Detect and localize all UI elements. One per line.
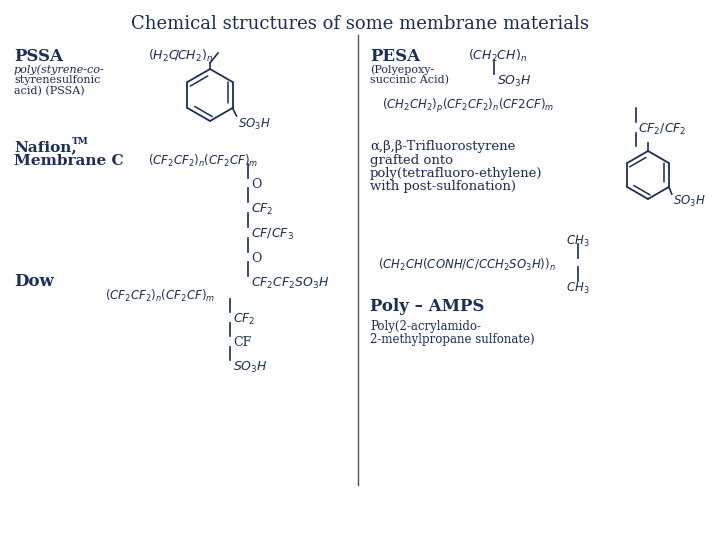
Text: $SO_3H$: $SO_3H$	[672, 194, 706, 209]
Text: α,β,β-Trifluorostyrene: α,β,β-Trifluorostyrene	[370, 140, 516, 153]
Text: PESA: PESA	[370, 48, 420, 65]
Text: $CF_2\mathsf{/}CF_2$: $CF_2\mathsf{/}CF_2$	[638, 122, 687, 137]
Text: with post-sulfonation): with post-sulfonation)	[370, 180, 516, 193]
Text: $(CF_2CF_2)_n(CF_2CF)_m$: $(CF_2CF_2)_n(CF_2CF)_m$	[148, 153, 258, 169]
Text: $CH_3$: $CH_3$	[566, 281, 590, 296]
Text: acid) (PSSA): acid) (PSSA)	[14, 86, 85, 96]
Text: poly(styrene-co-: poly(styrene-co-	[14, 64, 104, 75]
Text: $CF\mathsf{/}CF_3$: $CF\mathsf{/}CF_3$	[251, 227, 294, 242]
Text: succinic Acid): succinic Acid)	[370, 75, 449, 85]
Text: grafted onto: grafted onto	[370, 154, 453, 167]
Text: styrenesulfonic: styrenesulfonic	[14, 75, 101, 85]
Text: Dow: Dow	[14, 273, 54, 290]
Text: poly(tetrafluoro-ethylene): poly(tetrafluoro-ethylene)	[370, 167, 542, 180]
Text: TM: TM	[72, 137, 89, 146]
Text: Poly(2-acrylamido-: Poly(2-acrylamido-	[370, 320, 481, 333]
Text: $(H_2C\!\mathsf{/}\!CH_2)_n$: $(H_2C\!\mathsf{/}\!CH_2)_n$	[148, 48, 213, 64]
Text: $SO_3H$: $SO_3H$	[238, 117, 270, 132]
Text: O: O	[251, 178, 261, 191]
Text: $(CH_2CH)_n$: $(CH_2CH)_n$	[468, 48, 527, 64]
Text: $CF_2$: $CF_2$	[233, 312, 256, 327]
Text: O: O	[251, 252, 261, 265]
Text: $CF_2$: $CF_2$	[251, 202, 274, 217]
Text: Membrane C: Membrane C	[14, 154, 124, 168]
Text: 2-methylpropane sulfonate): 2-methylpropane sulfonate)	[370, 333, 535, 346]
Text: $(CH_2CH(CONH\mathsf{/}C\mathsf{/}CCH_2SO_3H))_n$: $(CH_2CH(CONH\mathsf{/}C\mathsf{/}CCH_2S…	[378, 257, 556, 273]
Text: $(CF_2CF_2)_n(CF_2CF)_m$: $(CF_2CF_2)_n(CF_2CF)_m$	[105, 288, 215, 304]
Text: $CH_3$: $CH_3$	[566, 234, 590, 249]
Text: Chemical structures of some membrane materials: Chemical structures of some membrane mat…	[131, 15, 589, 33]
Text: $(CH_2CH_2)_p(CF_2CF_2)_n(CF2CF)_m$: $(CH_2CH_2)_p(CF_2CF_2)_n(CF2CF)_m$	[382, 97, 554, 115]
Text: CF: CF	[233, 336, 251, 349]
Text: Poly – AMPS: Poly – AMPS	[370, 298, 485, 315]
Text: $CF_2CF_2SO_3H$: $CF_2CF_2SO_3H$	[251, 276, 330, 291]
Text: Nafion,: Nafion,	[14, 140, 77, 154]
Text: $SO_3H$: $SO_3H$	[233, 360, 268, 375]
Text: $SO_3H$: $SO_3H$	[497, 74, 532, 89]
Text: (Polyepoxy-: (Polyepoxy-	[370, 64, 434, 75]
Text: PSSA: PSSA	[14, 48, 63, 65]
